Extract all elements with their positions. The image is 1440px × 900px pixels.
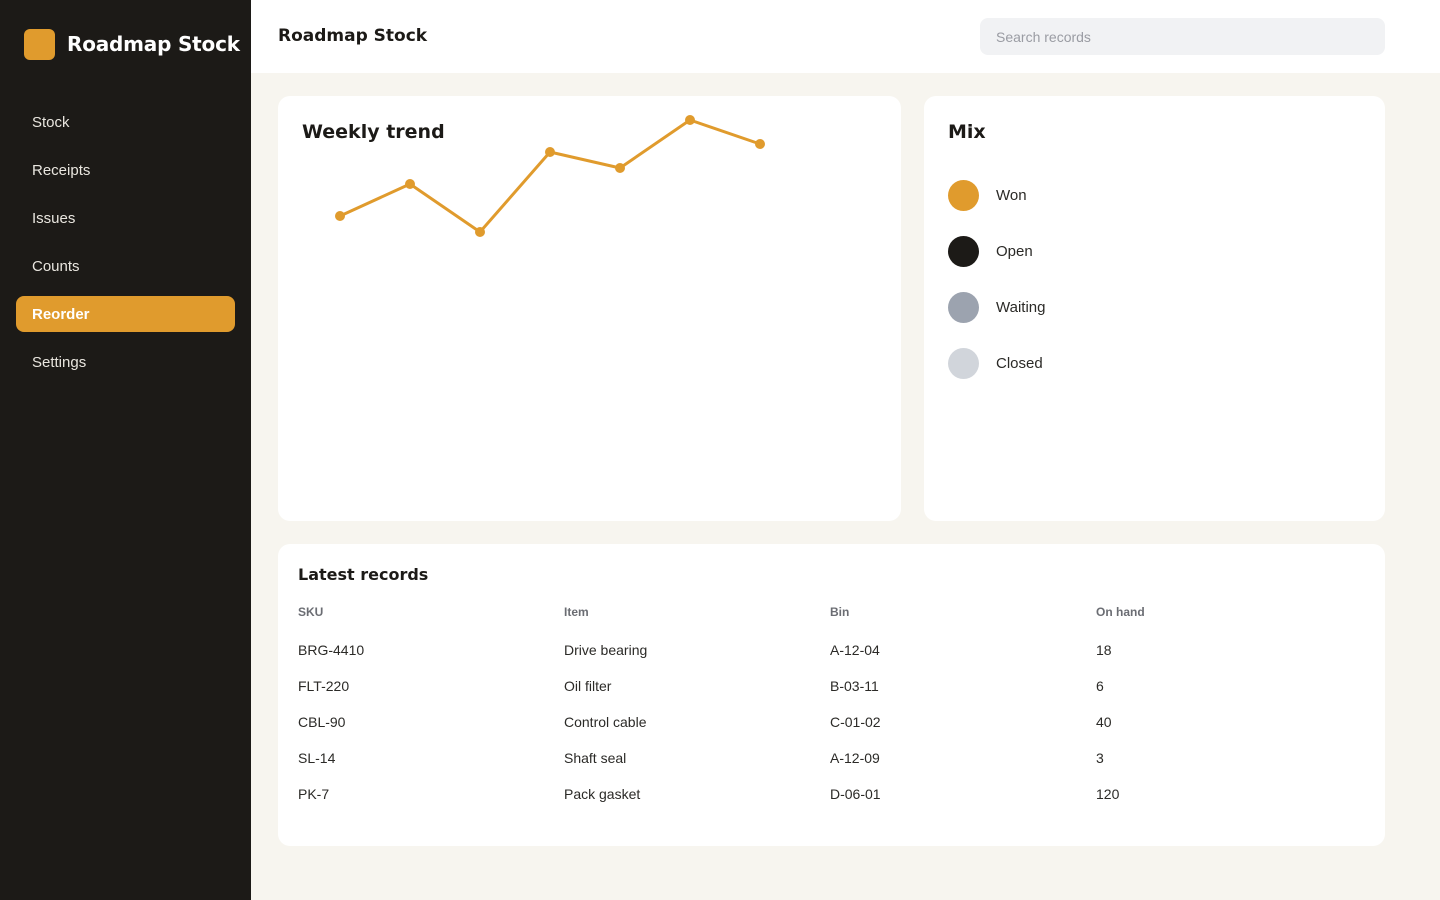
brand-name: Roadmap Stock [67,32,240,56]
cell-sku: FLT-220 [298,678,350,694]
trend-data-point [405,179,415,189]
search-input[interactable] [980,18,1385,55]
trend-data-point [615,163,625,173]
cell-item: Drive bearing [564,642,648,658]
cell-bin: A-12-04 [830,642,880,658]
cell-on-hand: 3 [1096,750,1104,766]
legend-item-closed: Closed [948,348,1045,379]
legend-item-waiting: Waiting [948,292,1045,323]
mix-title: Mix [948,121,986,143]
legend-label-closed: Closed [996,355,1043,372]
table-header-row: SKU Item Bin On hand [298,602,1362,622]
sidebar: Roadmap Stock Stock Receipts Issues Coun… [0,0,251,900]
column-header-sku[interactable]: SKU [298,605,324,619]
brand-logo-icon [24,28,55,60]
sidebar-item-settings[interactable]: Settings [32,353,87,371]
weekly-trend-title: Weekly trend [302,121,445,143]
legend-swatch-open [948,236,979,267]
cell-item: Shaft seal [564,750,627,766]
table-row[interactable]: CBL-90 Control cable C-01-02 40 [298,704,1362,740]
cell-item: Oil filter [564,678,612,694]
legend-item-won: Won [948,180,1045,211]
weekly-trend-card: Weekly trend [278,96,901,521]
cell-sku: SL-14 [298,750,336,766]
page-title: Roadmap Stock [278,26,428,46]
weekly-trend-chart [335,115,765,237]
table-row[interactable]: BRG-4410 Drive bearing A-12-04 18 [298,622,1362,668]
trend-data-point [685,115,695,125]
cell-sku: BRG-4410 [298,642,365,658]
table-row[interactable]: FLT-220 Oil filter B-03-11 6 [298,668,1362,704]
cell-bin: B-03-11 [830,678,879,694]
table-row[interactable]: PK-7 Pack gasket D-06-01 120 [298,776,1362,812]
latest-records-title: Latest records [298,565,429,584]
trend-data-point [755,139,765,149]
cell-on-hand: 120 [1096,786,1120,802]
legend-item-open: Open [948,236,1045,267]
sidebar-nav: Stock Receipts Issues Counts Reorder Set… [16,104,235,392]
column-header-item[interactable]: Item [564,605,589,619]
cell-sku: PK-7 [298,786,330,802]
sidebar-item-reorder[interactable]: Reorder [16,296,235,332]
sidebar-item-counts[interactable]: Counts [32,257,80,275]
cell-bin: C-01-02 [830,714,881,730]
column-header-bin[interactable]: Bin [830,605,850,619]
legend-label-won: Won [996,187,1027,204]
cell-item: Pack gasket [564,786,641,802]
legend-swatch-won [948,180,979,211]
topbar: Roadmap Stock [251,0,1440,73]
sidebar-item-receipts[interactable]: Receipts [32,161,91,179]
cell-bin: A-12-09 [830,750,880,766]
cell-on-hand: 6 [1096,678,1104,694]
legend-swatch-closed [948,348,979,379]
legend-label-waiting: Waiting [996,299,1046,316]
legend-label-open: Open [996,243,1033,260]
records-table: SKU Item Bin On hand BRG-4410 Drive bear… [298,602,1362,812]
cell-sku: CBL-90 [298,714,346,730]
table-row[interactable]: SL-14 Shaft seal A-12-09 3 [298,740,1362,776]
trend-data-point [545,147,555,157]
sidebar-item-issues[interactable]: Issues [32,209,76,227]
trend-data-point [475,227,485,237]
latest-records-card: Latest records SKU Item Bin On hand BRG-… [278,544,1385,846]
mix-card: Mix Won Open Waiting Closed [924,96,1385,521]
trend-series-line [339,118,761,234]
cell-on-hand: 40 [1096,714,1112,730]
brand: Roadmap Stock [24,28,240,60]
trend-data-point [335,211,345,221]
legend-swatch-waiting [948,292,979,323]
cell-bin: D-06-01 [830,786,881,802]
sidebar-item-stock[interactable]: Stock [32,113,70,131]
mix-legend: Won Open Waiting Closed [948,180,1045,404]
column-header-on-hand[interactable]: On hand [1096,605,1145,619]
cell-item: Control cable [564,714,647,730]
cell-on-hand: 18 [1096,642,1112,658]
